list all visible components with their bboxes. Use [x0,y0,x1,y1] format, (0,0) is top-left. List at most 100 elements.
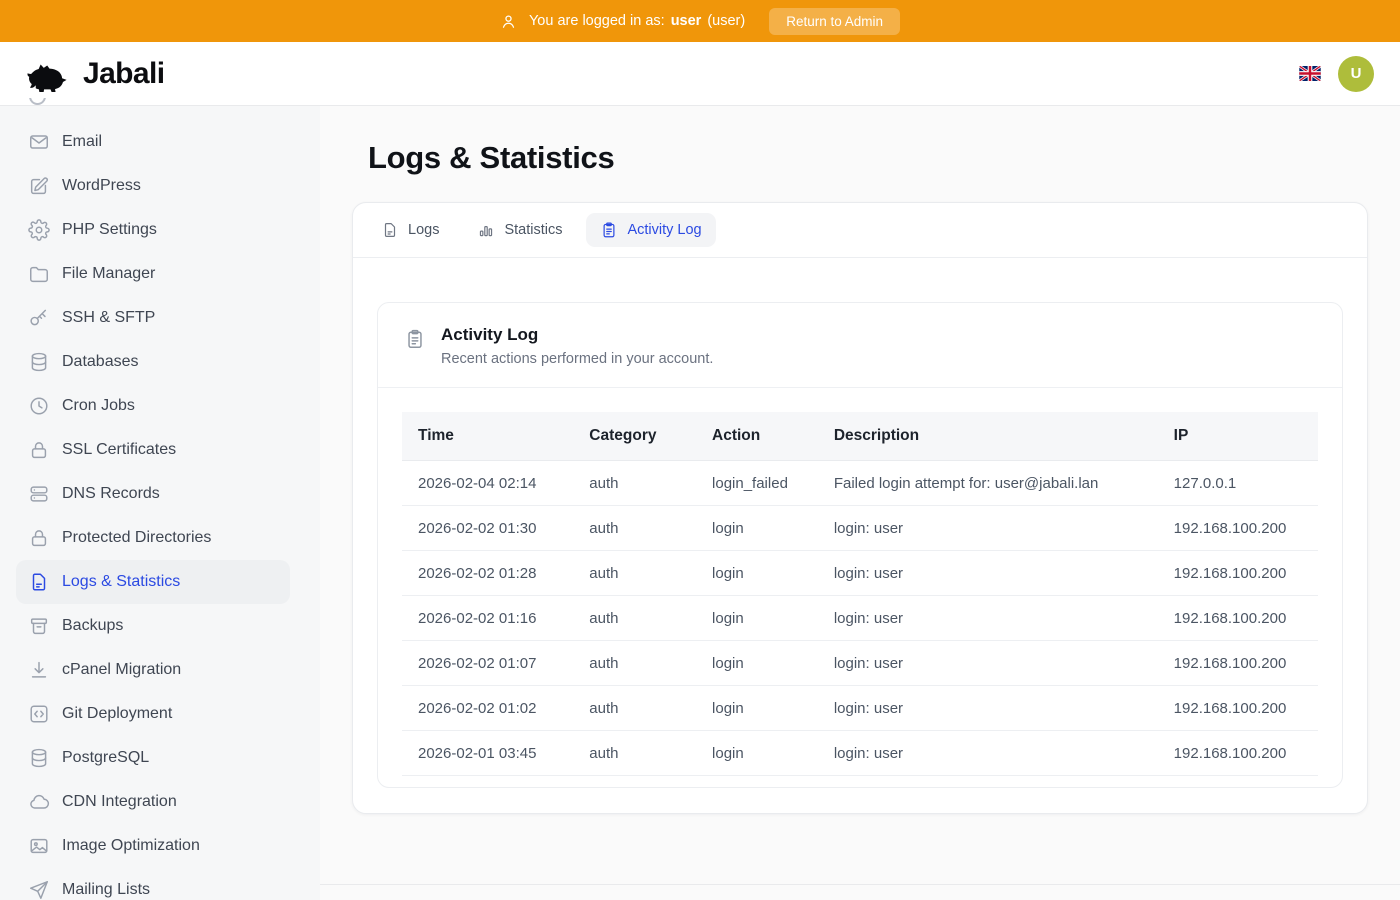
table-cell: login [696,551,818,596]
sidebar-item-email[interactable]: Email [16,120,290,164]
dns-records-icon [28,483,50,505]
return-to-admin-button[interactable]: Return to Admin [769,8,900,35]
table-cell: 2026-02-02 01:16 [402,596,573,641]
sidebar-item-cpanel-migration[interactable]: cPanel Migration [16,648,290,692]
sidebar-nav: Email WordPress PHP Settings File Manager SS… [0,106,320,900]
table-cell: 192.168.100.200 [1158,551,1318,596]
sidebar-item-ssh-sftp[interactable]: SSH & SFTP [16,296,290,340]
brand-logo[interactable]: Jabali [26,56,164,92]
table-cell: login: user [818,551,1158,596]
panel-title: Activity Log [441,325,713,345]
sidebar-item-cron-jobs[interactable]: Cron Jobs [16,384,290,428]
table-cell: login: user [818,641,1158,686]
partial-scrolled-icon [29,98,47,106]
table-cell: 127.0.0.1 [1158,461,1318,506]
table-cell: auth [573,641,696,686]
sidebar-item-label: Databases [62,353,139,371]
table-cell: 2026-02-02 01:30 [402,506,573,551]
table-cell: 2026-02-04 02:14 [402,461,573,506]
table-cell: auth [573,731,696,776]
table-body: 2026-02-04 02:14authlogin_failedFailed l… [402,461,1318,776]
sidebar-item-label: Mailing Lists [62,881,150,899]
tab-label: Statistics [504,222,562,238]
brand-name: Jabali [83,57,164,91]
sidebar-item-wordpress[interactable]: WordPress [16,164,290,208]
table-cell: 192.168.100.200 [1158,506,1318,551]
person-icon [500,13,517,30]
section-divider [320,884,1400,885]
sidebar-item-databases[interactable]: Databases [16,340,290,384]
table-cell: login [696,506,818,551]
page-title: Logs & Statistics [368,140,1368,176]
sidebar-item-file-manager[interactable]: File Manager [16,252,290,296]
table-header-row: TimeCategoryActionDescriptionIP [402,412,1318,461]
sidebar-item-label: Logs & Statistics [62,573,180,591]
table-row: 2026-02-02 01:28authloginlogin: user192.… [402,551,1318,596]
sidebar-item-protected-directories[interactable]: Protected Directories [16,516,290,560]
protected-directories-icon [28,527,50,549]
cpanel-migration-icon [28,659,50,681]
column-header-ip: IP [1158,412,1318,461]
sidebar-item-label: Protected Directories [62,529,211,547]
sidebar-item-label: SSL Certificates [62,441,176,459]
sidebar-item-label: CDN Integration [62,793,177,811]
tab-label: Logs [408,222,439,238]
table-cell: login [696,686,818,731]
uk-flag-icon[interactable] [1299,66,1321,81]
logs-statistics-icon [28,571,50,593]
sidebar-item-label: WordPress [62,177,141,195]
table-cell: login: user [818,731,1158,776]
sidebar-item-logs-statistics[interactable]: Logs & Statistics [16,560,290,604]
table-cell: login: user [818,686,1158,731]
table-cell: 192.168.100.200 [1158,641,1318,686]
panel-subtitle: Recent actions performed in your account… [441,351,713,367]
tab-label: Activity Log [627,222,701,238]
sidebar-item-dns-records[interactable]: DNS Records [16,472,290,516]
tab-bar: Logs Statistics Activity Log [353,203,1367,258]
sidebar-item-label: Cron Jobs [62,397,135,415]
table-cell: 2026-02-02 01:28 [402,551,573,596]
cron-jobs-icon [28,395,50,417]
sidebar-item-label: File Manager [62,265,155,283]
logged-in-message: You are logged in as: user (user) [500,13,745,30]
table-cell: Failed login attempt for: user@jabali.la… [818,461,1158,506]
sidebar-item-ssl-certificates[interactable]: SSL Certificates [16,428,290,472]
sidebar-item-mailing-lists[interactable]: Mailing Lists [16,868,290,900]
tab-activity-log[interactable]: Activity Log [586,213,715,247]
logs-card: Logs Statistics Activity Log Activity Log … [352,202,1368,814]
sidebar-item-label: Image Optimization [62,837,200,855]
sidebar-item-label: SSH & SFTP [62,309,155,327]
sidebar-item-image-optimization[interactable]: Image Optimization [16,824,290,868]
sidebar-item-php-settings[interactable]: PHP Settings [16,208,290,252]
statistics-tab-icon [477,221,495,239]
activity-log-table: TimeCategoryActionDescriptionIP 2026-02-… [402,412,1318,776]
table-cell: 192.168.100.200 [1158,731,1318,776]
user-avatar[interactable]: U [1338,56,1374,92]
column-header-time: Time [402,412,573,461]
cdn-integration-icon [28,791,50,813]
ssl-certificates-icon [28,439,50,461]
table-cell: login: user [818,596,1158,641]
activity-log-panel: Activity Log Recent actions performed in… [377,302,1343,788]
boar-logo-icon [26,56,74,92]
table-cell: auth [573,506,696,551]
table-row: 2026-02-04 02:14authlogin_failedFailed l… [402,461,1318,506]
impersonation-banner: You are logged in as: user (user) Return… [0,0,1400,42]
table-row: 2026-02-01 03:45authloginlogin: user192.… [402,731,1318,776]
tab-statistics[interactable]: Statistics [463,213,576,247]
table-cell: auth [573,596,696,641]
sidebar-item-backups[interactable]: Backups [16,604,290,648]
sidebar-item-label: DNS Records [62,485,160,503]
postgresql-icon [28,747,50,769]
email-icon [28,131,50,153]
logged-in-role: (user) [707,13,745,29]
sidebar-item-git-deployment[interactable]: Git Deployment [16,692,290,736]
sidebar-item-label: cPanel Migration [62,661,181,679]
app-header: Jabali U [0,42,1400,106]
sidebar-item-label: Git Deployment [62,705,172,723]
tab-logs[interactable]: Logs [367,213,453,247]
sidebar-item-cdn-integration[interactable]: CDN Integration [16,780,290,824]
logged-in-username: user [671,13,702,29]
table-cell: 192.168.100.200 [1158,596,1318,641]
sidebar-item-postgresql[interactable]: PostgreSQL [16,736,290,780]
